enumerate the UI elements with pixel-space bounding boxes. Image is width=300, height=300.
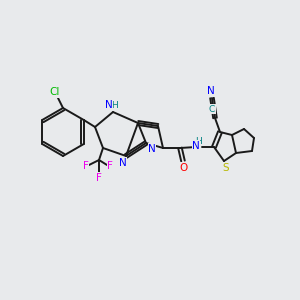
Text: F: F: [96, 173, 102, 183]
Text: H: H: [112, 100, 118, 109]
Text: N: N: [148, 144, 156, 154]
Text: C: C: [209, 104, 215, 113]
Text: F: F: [107, 161, 113, 171]
Text: N: N: [207, 86, 215, 96]
Text: H: H: [196, 136, 202, 146]
Text: Cl: Cl: [50, 87, 60, 97]
Text: F: F: [83, 161, 89, 171]
Text: N: N: [105, 100, 113, 110]
Text: N: N: [192, 141, 200, 151]
Text: O: O: [180, 163, 188, 173]
Text: N: N: [119, 158, 127, 168]
Text: S: S: [223, 163, 229, 173]
